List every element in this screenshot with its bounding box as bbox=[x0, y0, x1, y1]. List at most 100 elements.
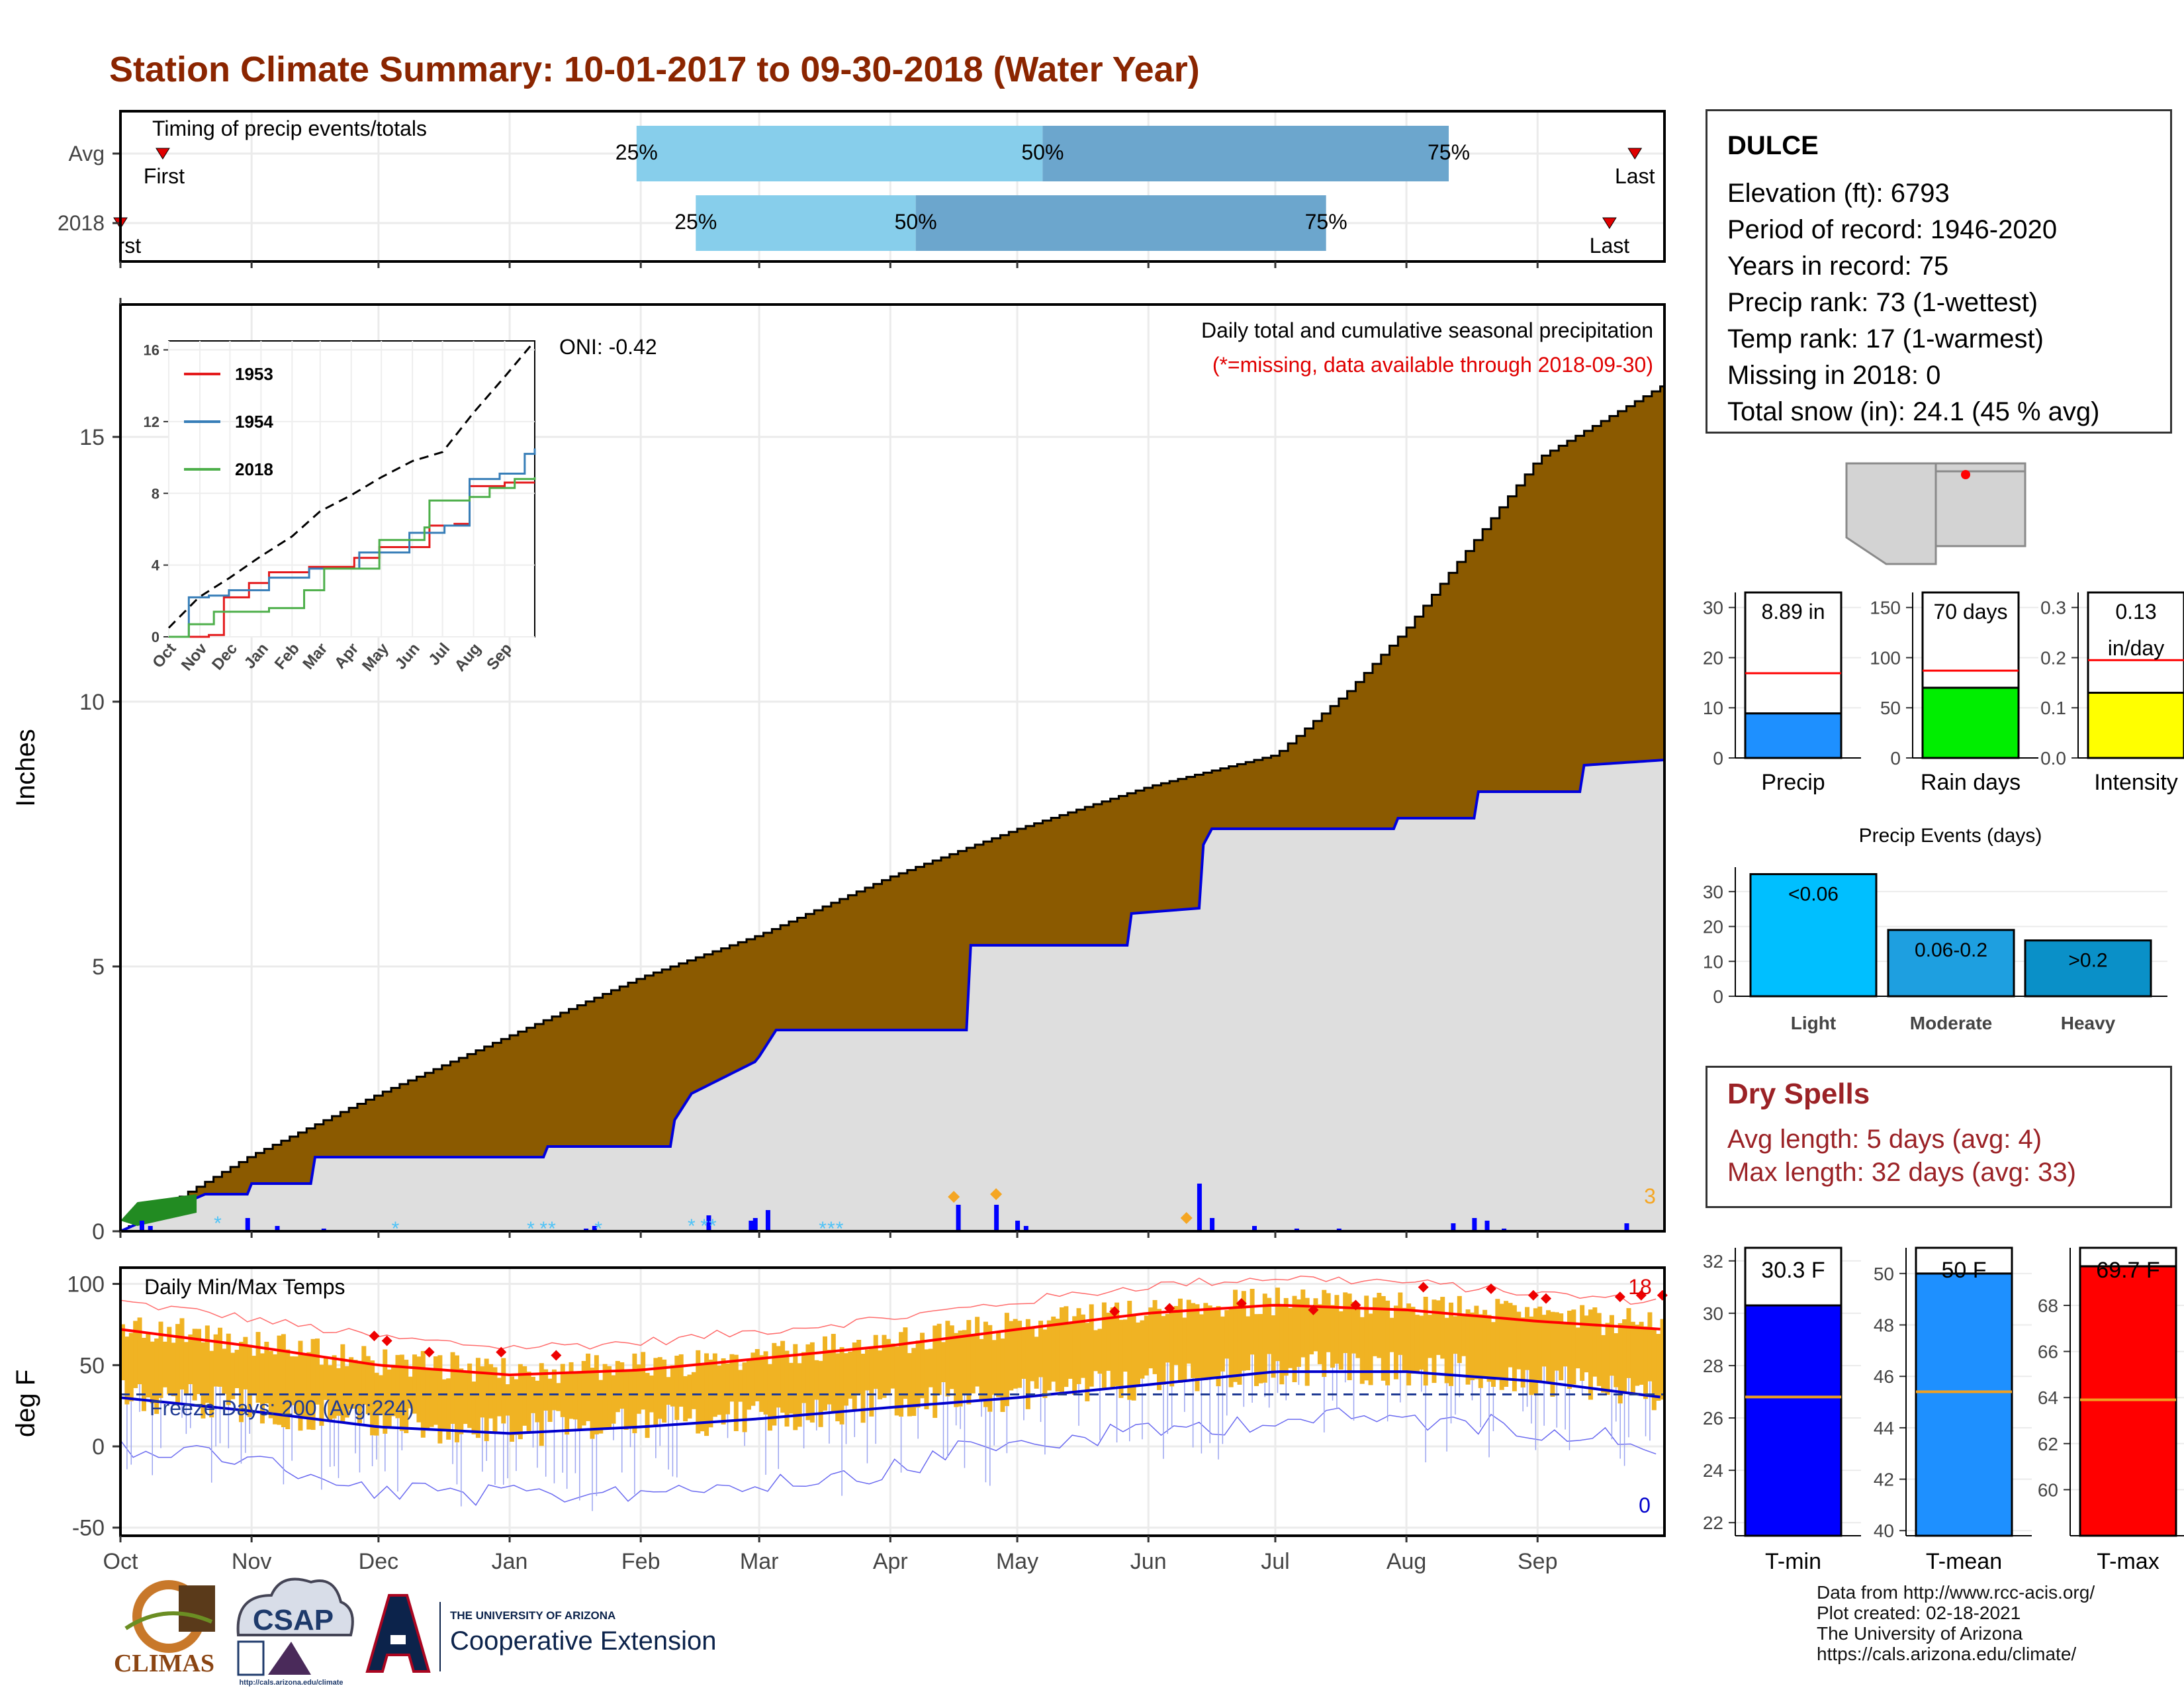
month-label: Aug bbox=[1387, 1549, 1427, 1574]
daily-temp-bar bbox=[551, 1369, 557, 1411]
daily-temp-bar bbox=[920, 1333, 925, 1399]
daily-temp-bar bbox=[1478, 1314, 1483, 1388]
daily-temp-bar bbox=[531, 1376, 535, 1413]
daily-temp-bar bbox=[1580, 1305, 1585, 1381]
daily-temp-bar bbox=[1034, 1336, 1039, 1389]
daily-temp-bar bbox=[754, 1349, 760, 1401]
daily-temp-bar bbox=[1152, 1299, 1158, 1374]
daily-temp-bar bbox=[1080, 1314, 1085, 1378]
daily-temp-bar bbox=[725, 1363, 731, 1415]
daily-precip-bar bbox=[1015, 1221, 1021, 1231]
daily-temp-bar bbox=[1317, 1304, 1322, 1364]
tbar-y-tick-label: 26 bbox=[1703, 1408, 1723, 1429]
month-label: Jun bbox=[1130, 1549, 1167, 1574]
daily-temp-bar bbox=[1622, 1319, 1627, 1394]
daily-temp-bar bbox=[467, 1363, 473, 1429]
daily-temp-bar bbox=[678, 1354, 684, 1407]
daily-temp-bar bbox=[623, 1371, 629, 1430]
daily-temp-bar bbox=[1322, 1289, 1327, 1378]
daily-temp-bar bbox=[1055, 1319, 1060, 1392]
timing-panel-border bbox=[119, 110, 1666, 263]
daily-temp-bar bbox=[1051, 1316, 1056, 1382]
daily-precip-bar bbox=[1197, 1184, 1202, 1231]
daily-temp-bar bbox=[171, 1342, 176, 1397]
daily-temp-bar bbox=[903, 1327, 908, 1399]
daily-temp-bar bbox=[1504, 1301, 1509, 1387]
daily-temp-bar bbox=[416, 1356, 422, 1423]
daily-temp-bar bbox=[1296, 1299, 1301, 1367]
daily-temp-bar bbox=[340, 1344, 345, 1424]
daily-temp-bar bbox=[1525, 1307, 1530, 1370]
month-label: May bbox=[996, 1549, 1038, 1574]
month-label: Feb bbox=[621, 1549, 660, 1574]
cold-days-count: 0 bbox=[1639, 1493, 1651, 1517]
snow-marker-icon: * bbox=[827, 1218, 835, 1240]
avg-min-line bbox=[120, 1370, 1661, 1435]
mini-y-tick-label: 30 bbox=[1703, 598, 1723, 618]
daily-precip-bar bbox=[592, 1226, 597, 1231]
daily-temp-bar bbox=[1253, 1314, 1259, 1386]
daily-temp-bar bbox=[586, 1353, 591, 1421]
mini-y-tick-label: 0.2 bbox=[2040, 647, 2066, 668]
daily-temp-bar bbox=[856, 1340, 862, 1394]
daily-temp-bar bbox=[501, 1358, 506, 1424]
daily-temp-bar bbox=[1368, 1313, 1373, 1385]
snow-marker-icon: * bbox=[819, 1218, 827, 1240]
daily-temp-bar bbox=[1292, 1295, 1297, 1382]
early-overlap-area bbox=[120, 1194, 197, 1226]
timing-first-label: First bbox=[144, 164, 185, 188]
tbar-chart-label: T-mean bbox=[1926, 1549, 2002, 1574]
daily-temp-bar bbox=[361, 1346, 367, 1405]
station-missing: Missing in 2018: 0 bbox=[1727, 361, 1941, 390]
mini-y-tick-label: 20 bbox=[1703, 647, 1723, 668]
record-high-marker-icon bbox=[496, 1346, 507, 1358]
snow-marker-icon: * bbox=[709, 1215, 717, 1237]
daily-temp-bar bbox=[936, 1323, 942, 1395]
daily-temp-bar bbox=[1136, 1322, 1141, 1387]
daily-temp-bar bbox=[801, 1352, 807, 1403]
daily-temp-bar bbox=[1499, 1303, 1504, 1390]
inset-y-tick-label: 12 bbox=[144, 414, 159, 430]
temp-panel-border bbox=[119, 1266, 1666, 1537]
daily-temp-bar bbox=[1246, 1316, 1251, 1370]
tbar-value-label: 50 F bbox=[1941, 1258, 1986, 1283]
daily-temp-bar bbox=[1326, 1293, 1331, 1352]
daily-temp-bar bbox=[928, 1348, 933, 1387]
temp-y-tick-label: 0 bbox=[92, 1434, 105, 1460]
events-bar-label: 0.06-0.2 bbox=[1915, 939, 1987, 961]
daily-temp-bar bbox=[1364, 1295, 1369, 1381]
tbar-y-tick-label: 42 bbox=[1874, 1470, 1894, 1490]
daily-temp-bar bbox=[137, 1317, 142, 1385]
dry-spells-avg: Avg length: 5 days (avg: 4) bbox=[1727, 1125, 2042, 1154]
daily-temp-bar bbox=[1584, 1315, 1589, 1373]
station-location-marker bbox=[1961, 470, 1970, 479]
daily-temp-bar bbox=[823, 1336, 828, 1411]
month-label: Oct bbox=[103, 1549, 138, 1574]
daily-temp-bar bbox=[412, 1354, 418, 1414]
daily-temp-bar bbox=[619, 1362, 625, 1409]
daily-temp-bar bbox=[996, 1331, 1001, 1397]
daily-temp-bar bbox=[209, 1350, 214, 1418]
daily-temp-bar bbox=[691, 1372, 696, 1409]
daily-temp-bar bbox=[277, 1335, 282, 1425]
daily-temp-bar bbox=[425, 1368, 430, 1430]
daily-temp-bar bbox=[759, 1355, 764, 1412]
daily-temp-bar bbox=[991, 1340, 997, 1395]
daily-temp-bar bbox=[696, 1350, 701, 1434]
daily-temp-bar bbox=[226, 1333, 231, 1405]
daily-temp-bar bbox=[1140, 1320, 1145, 1379]
csap-logo-text: CSAP bbox=[253, 1604, 334, 1636]
daily-temp-bar bbox=[1482, 1309, 1488, 1378]
mini-value-label: 0.13 bbox=[2115, 600, 2156, 624]
daily-temp-bar bbox=[183, 1342, 189, 1395]
events-bar-label: <0.06 bbox=[1788, 884, 1839, 906]
tbar-value-box bbox=[1744, 1246, 1843, 1307]
mini-y-tick-label: 0.3 bbox=[2040, 598, 2066, 618]
daily-temp-bar bbox=[353, 1360, 358, 1409]
daily-temp-bar bbox=[632, 1353, 637, 1434]
daily-temp-bar bbox=[873, 1335, 878, 1389]
daily-temp-bar bbox=[230, 1352, 236, 1399]
daily-temp-bar bbox=[1030, 1327, 1035, 1382]
timing-last-label: Last bbox=[1590, 234, 1630, 258]
daily-temp-bar bbox=[526, 1372, 531, 1432]
